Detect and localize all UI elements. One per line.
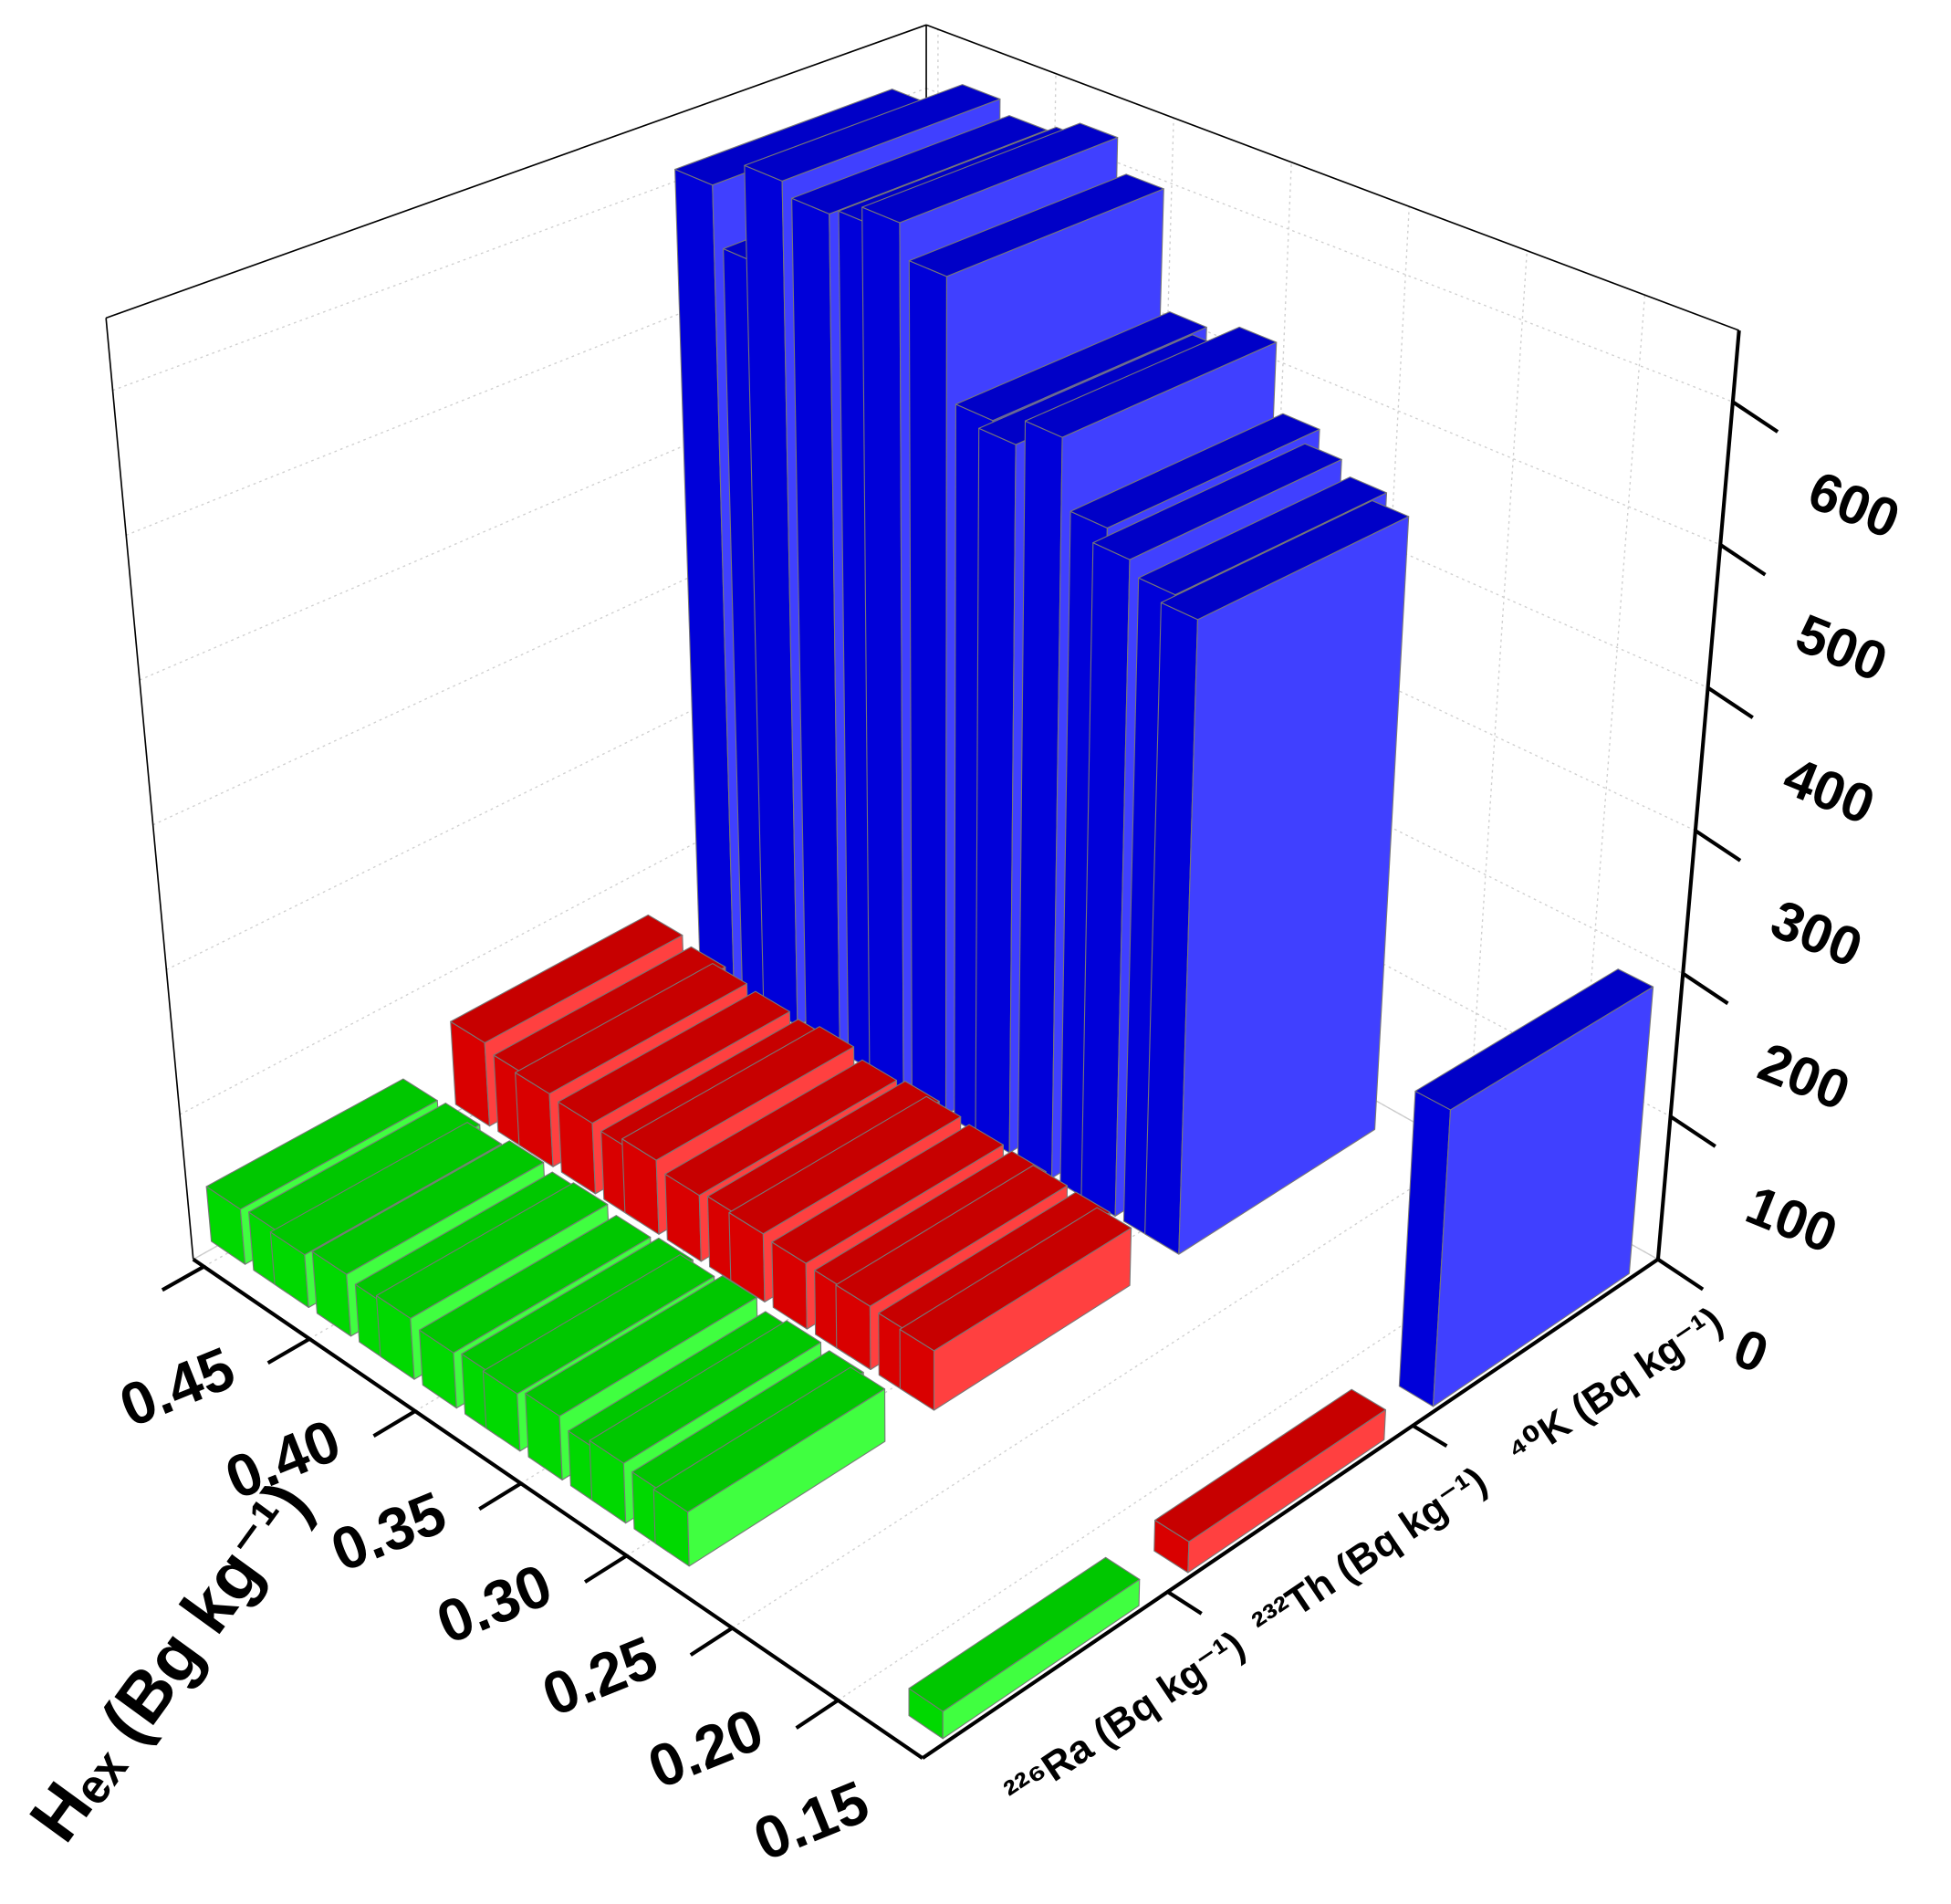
bar-top — [1092, 443, 1342, 560]
bar-top — [1024, 326, 1278, 438]
floor-grid-line — [732, 1151, 1468, 1629]
y-tick — [1706, 685, 1754, 719]
frame-edge — [105, 24, 927, 319]
y-tick — [1682, 971, 1729, 1006]
frame-edge — [925, 24, 1740, 331]
wall-grid-line — [152, 467, 927, 826]
bar-top — [525, 1275, 757, 1418]
bar-top — [375, 1182, 609, 1319]
wall-grid-line — [925, 340, 1708, 689]
bar-top — [1138, 476, 1388, 596]
bar-top — [771, 1124, 1005, 1264]
y-tick — [1656, 1258, 1705, 1292]
bar-top — [269, 1122, 502, 1256]
frame-edge — [105, 318, 194, 1260]
x-tick — [689, 1626, 734, 1657]
category-separator-tick — [1166, 1590, 1203, 1616]
wall-grid-line — [1148, 118, 1174, 974]
bar-top — [835, 1165, 1069, 1307]
x-tick — [372, 1409, 417, 1438]
y-tick — [1731, 400, 1779, 434]
bar-top — [744, 84, 1001, 182]
bar-top — [482, 1254, 715, 1395]
x-tick — [583, 1554, 628, 1584]
bar-top — [908, 1556, 1141, 1712]
bar-top — [311, 1140, 545, 1275]
x-tick — [266, 1337, 311, 1365]
bar-top — [664, 1059, 898, 1197]
bar-top — [1414, 968, 1654, 1111]
bar-top — [515, 963, 748, 1094]
y-tick — [1669, 1114, 1716, 1148]
x-tick — [161, 1264, 205, 1292]
bar-top — [205, 1078, 438, 1210]
bar-top — [791, 115, 1048, 214]
bar-top — [955, 311, 1207, 422]
bar-top — [621, 1026, 855, 1161]
bar-top — [1069, 413, 1320, 529]
bar-top — [419, 1215, 652, 1354]
category-separator-tick — [1412, 1424, 1448, 1449]
bar-top — [1160, 499, 1410, 621]
bar-top — [558, 990, 790, 1125]
bar-top — [1154, 1388, 1386, 1543]
bar-top — [899, 1207, 1132, 1352]
y-tick — [1694, 829, 1742, 863]
bar-side — [908, 260, 947, 1115]
wall-grid-line — [925, 593, 1684, 975]
bar-side — [975, 427, 1017, 1154]
x-tick — [795, 1699, 840, 1730]
bar-top — [450, 914, 683, 1043]
wall-grid-line — [1466, 250, 1528, 1153]
bar-side — [861, 206, 904, 1090]
x-axis — [192, 1258, 924, 1760]
bar-top — [652, 1366, 886, 1513]
bar-top — [589, 1320, 822, 1464]
category-axis — [921, 1258, 1660, 1760]
bar-top — [908, 173, 1164, 277]
x-tick — [478, 1481, 522, 1511]
y-tick — [1719, 543, 1767, 577]
bar-top — [728, 1095, 962, 1235]
bar-top — [861, 122, 1119, 224]
y-axis — [1655, 330, 1741, 1260]
